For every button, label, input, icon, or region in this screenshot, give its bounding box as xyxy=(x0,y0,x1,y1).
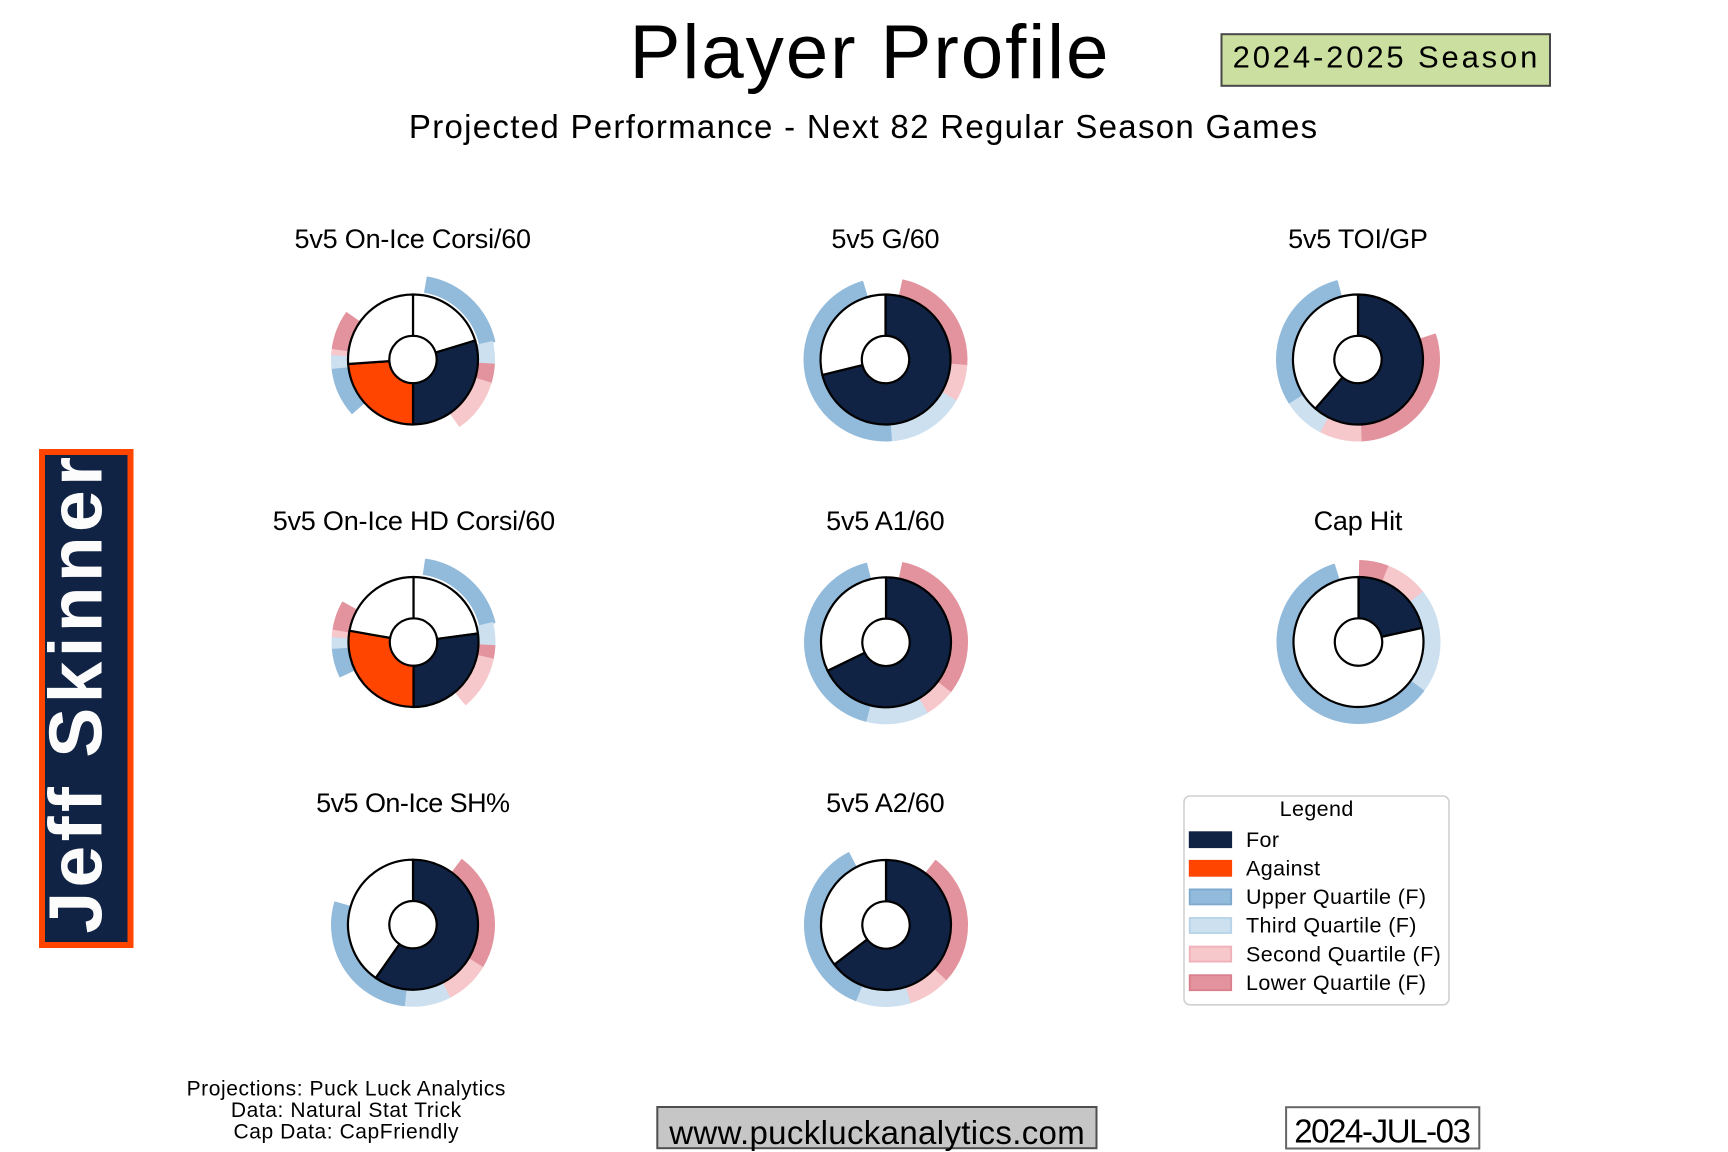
svg-text:Jeff Skinner: Jeff Skinner xyxy=(34,453,118,934)
svg-text:Cap Data: CapFriendly: Cap Data: CapFriendly xyxy=(233,1120,459,1143)
svg-text:Projections: Puck Luck Analyti: Projections: Puck Luck Analytics xyxy=(187,1078,506,1101)
svg-text:5v5 On-Ice SH%: 5v5 On-Ice SH% xyxy=(316,788,510,818)
svg-text:Data: Natural Stat Trick: Data: Natural Stat Trick xyxy=(231,1099,462,1122)
svg-text:Third Quartile (F): Third Quartile (F) xyxy=(1246,914,1417,938)
svg-text:Legend: Legend xyxy=(1280,797,1354,821)
svg-text:5v5 A1/60: 5v5 A1/60 xyxy=(826,506,944,536)
svg-text:2024-2025 Season: 2024-2025 Season xyxy=(1233,40,1541,75)
svg-text:www.puckluckanalytics.com: www.puckluckanalytics.com xyxy=(668,1114,1085,1151)
svg-text:Lower Quartile (F): Lower Quartile (F) xyxy=(1246,971,1426,995)
svg-text:Projected Performance - Next 8: Projected Performance - Next 82 Regular … xyxy=(409,108,1319,145)
svg-text:Cap Hit: Cap Hit xyxy=(1314,506,1403,536)
svg-text:5v5 On-Ice HD Corsi/60: 5v5 On-Ice HD Corsi/60 xyxy=(273,506,555,536)
svg-text:For: For xyxy=(1246,828,1279,852)
svg-text:2024-JUL-03: 2024-JUL-03 xyxy=(1294,1112,1469,1149)
svg-text:Against: Against xyxy=(1246,857,1321,881)
svg-text:5v5 TOI/GP: 5v5 TOI/GP xyxy=(1288,224,1428,254)
svg-text:5v5 G/60: 5v5 G/60 xyxy=(831,224,939,254)
svg-text:5v5 A2/60: 5v5 A2/60 xyxy=(826,788,944,818)
svg-text:Upper Quartile (F): Upper Quartile (F) xyxy=(1246,885,1426,909)
svg-text:5v5 On-Ice Corsi/60: 5v5 On-Ice Corsi/60 xyxy=(295,224,531,254)
svg-text:Second Quartile (F): Second Quartile (F) xyxy=(1246,942,1441,966)
svg-text:Player Profile: Player Profile xyxy=(630,10,1111,95)
